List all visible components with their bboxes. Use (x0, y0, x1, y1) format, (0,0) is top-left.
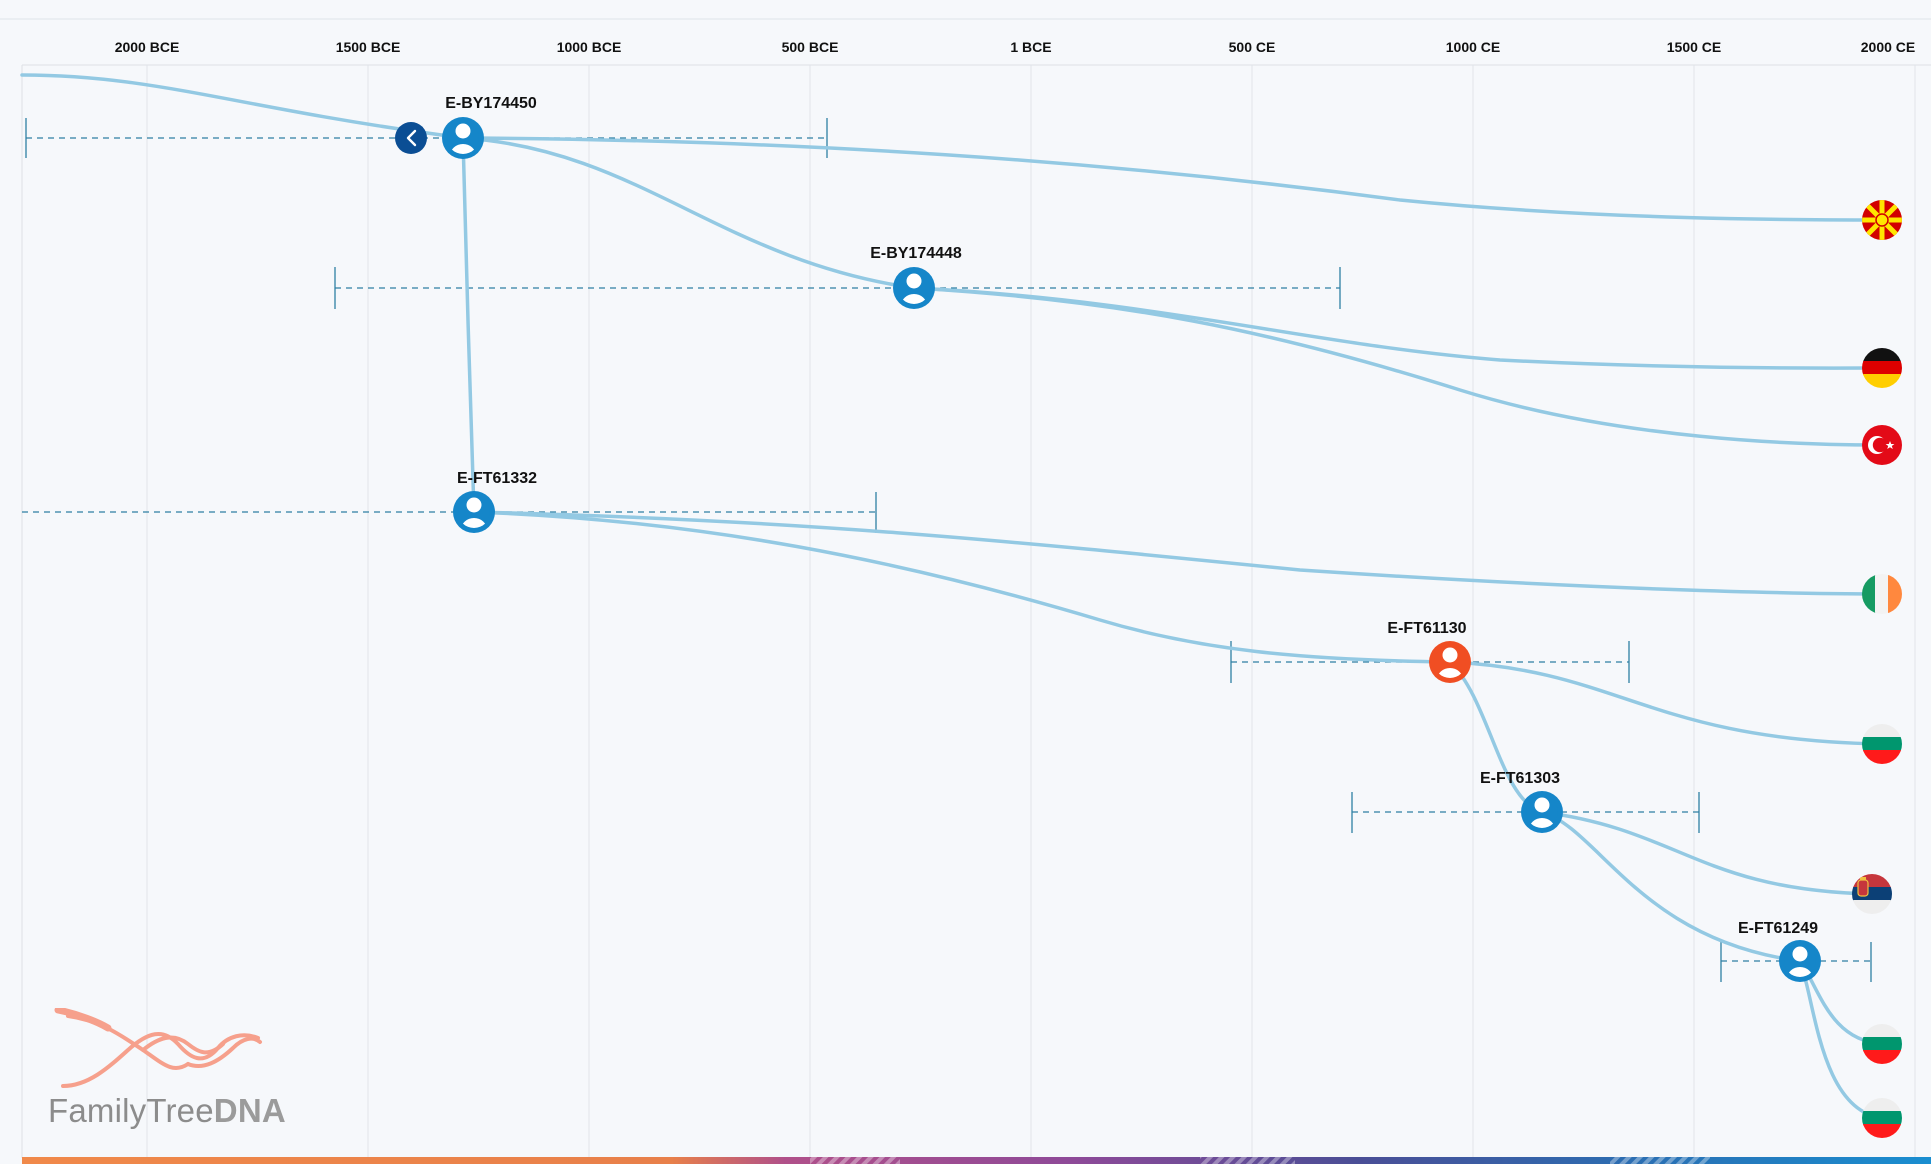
person-icon (898, 272, 930, 304)
age-range-E-FT61303 (1351, 792, 1700, 833)
axis-tick-label: 1000 BCE (557, 39, 622, 55)
node-label: E-FT61303 (1480, 770, 1560, 787)
haplogroup-node-E-FT61332[interactable]: E-FT61332 (453, 470, 537, 542)
brand-wordmark-part1: FamilyTree (48, 1092, 214, 1129)
branch-to-E-FT61303 (1448, 660, 1544, 814)
bottom-timeline-bar (22, 1157, 1931, 1164)
branch-to-turkey (912, 286, 1884, 447)
axis-tick-label: 2000 CE (1861, 39, 1915, 55)
branch-to-E-FT61130 (472, 510, 1452, 664)
flag-north-macedonia-icon[interactable] (1860, 198, 1904, 242)
dna-helix-icon (54, 1008, 262, 1088)
person-icon (1784, 945, 1816, 977)
axis-tick-label: 1500 CE (1667, 39, 1721, 55)
flag-bulgaria-icon[interactable] (1862, 1098, 1902, 1138)
person-icon (447, 122, 479, 154)
person-icon (458, 496, 490, 528)
branch-to-E-BY174448 (461, 136, 916, 290)
haplogroup-node-E-BY174448[interactable]: E-BY174448 (870, 245, 962, 318)
node-label: E-FT61130 (1387, 620, 1466, 637)
flag-bulgaria-icon[interactable] (1862, 1024, 1902, 1064)
gridlines (146, 65, 1916, 1158)
age-range-E-BY174448 (334, 267, 1341, 309)
axis-tick-label: 2000 BCE (115, 39, 180, 55)
haplogroup-node-E-FT61130[interactable]: E-FT61130 (1387, 620, 1471, 692)
flag-bulgaria-icon[interactable] (1862, 724, 1902, 764)
branch-to-bulgaria-1 (1448, 660, 1884, 746)
axis-tick-label: 1500 BCE (336, 39, 401, 55)
node-label: E-BY174450 (445, 95, 537, 112)
brand-wordmark-part2: DNA (213, 1092, 286, 1129)
time-axis: 2000 BCE 1500 BCE 1000 BCE 500 BCE 1 BCE… (115, 39, 1916, 55)
axis-tick-label: 1000 CE (1446, 39, 1500, 55)
branch-to-E-FT61332 (461, 136, 476, 514)
age-range-E-FT61249 (1720, 942, 1872, 982)
node-label: E-FT61249 (1738, 920, 1818, 937)
collapse-parent-button[interactable] (395, 122, 427, 154)
person-icon (1526, 796, 1558, 828)
chevron-left-icon (406, 129, 417, 147)
haplogroup-node-E-FT61249[interactable]: E-FT61249 (1738, 920, 1821, 991)
axis-tick-label: 500 BCE (782, 39, 839, 55)
age-range-E-FT61332 (22, 492, 877, 533)
flag-serbia-icon[interactable] (1852, 874, 1892, 914)
node-label: E-FT61332 (457, 470, 537, 487)
person-icon (1434, 646, 1466, 678)
familytreedna-logo: FamilyTreeDNA (48, 1008, 288, 1138)
axis-tick-label: 500 CE (1229, 39, 1276, 55)
branch-to-E-FT61249 (1540, 810, 1802, 963)
axis-tick-label: 1 BCE (1010, 39, 1051, 55)
flag-germany-icon[interactable] (1862, 348, 1902, 388)
haplogroup-node-E-FT61303[interactable]: E-FT61303 (1480, 770, 1563, 842)
node-label: E-BY174448 (870, 245, 962, 262)
flag-turkey-icon[interactable] (1862, 425, 1902, 465)
branch-parent (20, 73, 465, 140)
tree-branches (20, 73, 1884, 1120)
branch-to-north-macedonia (461, 136, 1884, 222)
brand-wordmark: FamilyTreeDNA (48, 1092, 286, 1130)
flag-ireland-icon[interactable] (1862, 574, 1902, 614)
haplogroup-node-E-BY174450[interactable]: E-BY174450 (442, 95, 537, 168)
branch-to-serbia (1540, 810, 1874, 896)
branch-to-ireland (472, 510, 1884, 596)
